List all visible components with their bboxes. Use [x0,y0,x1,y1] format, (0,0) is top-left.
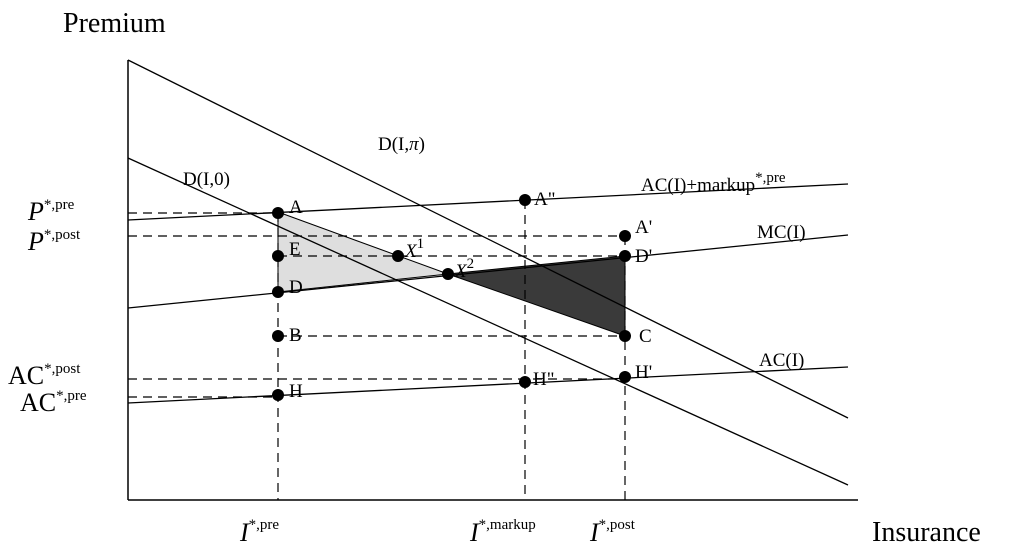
demand-0-curve [127,157,849,486]
point-D [272,286,284,298]
dark-triangle-region [447,255,626,337]
ac-markup-label: AC(I)+markup*,pre [641,170,786,196]
point-A1 [619,230,631,242]
label-H1: H' [635,362,652,383]
label-X1: X1 [404,236,424,262]
point-H1 [619,371,631,383]
xtick-i-pre: I*,pre [239,517,279,544]
label-D: D [289,277,303,298]
ytick-p-post: P*,post [27,227,81,256]
ytick-ac-post: AC*,post [8,361,81,390]
point-C [619,330,631,342]
label-A: A [289,197,303,218]
mc-curve [127,234,849,309]
x-axis-title: Insurance [872,517,981,544]
label-H: H [289,381,303,402]
label-C: C [639,326,652,347]
demand-pi-curve [127,59,849,419]
demand-0-label: D(I,0) [183,169,230,190]
point-D1 [619,250,631,262]
dashed-guides [128,200,626,500]
label-D1: D' [635,246,652,267]
point-A2 [519,194,531,206]
ac-label: AC(I) [759,350,804,371]
point-X1 [392,250,404,262]
demand-pi-label: D(I,π) [378,134,425,155]
point-markers [272,194,631,401]
label-X2: X2 [454,256,474,282]
label-A1: A' [635,217,652,238]
light-triangle-region [277,211,449,293]
label-B: B [289,325,302,346]
label-A2: A" [534,189,555,210]
y-axis-title: Premium [63,8,166,39]
point-B [272,330,284,342]
xtick-i-post: I*,post [589,517,636,544]
label-E: E [289,239,301,260]
point-H2 [519,376,531,388]
ytick-ac-pre: AC*,pre [20,388,87,417]
point-X2 [442,268,454,280]
ytick-p-pre: P*,pre [27,197,75,226]
mc-label: MC(I) [757,222,806,243]
point-H [272,389,284,401]
ac-markup-curve [127,183,849,221]
point-E [272,250,284,262]
point-A [272,207,284,219]
label-H2: H" [533,369,554,390]
xtick-i-markup: I*,markup [469,517,536,544]
